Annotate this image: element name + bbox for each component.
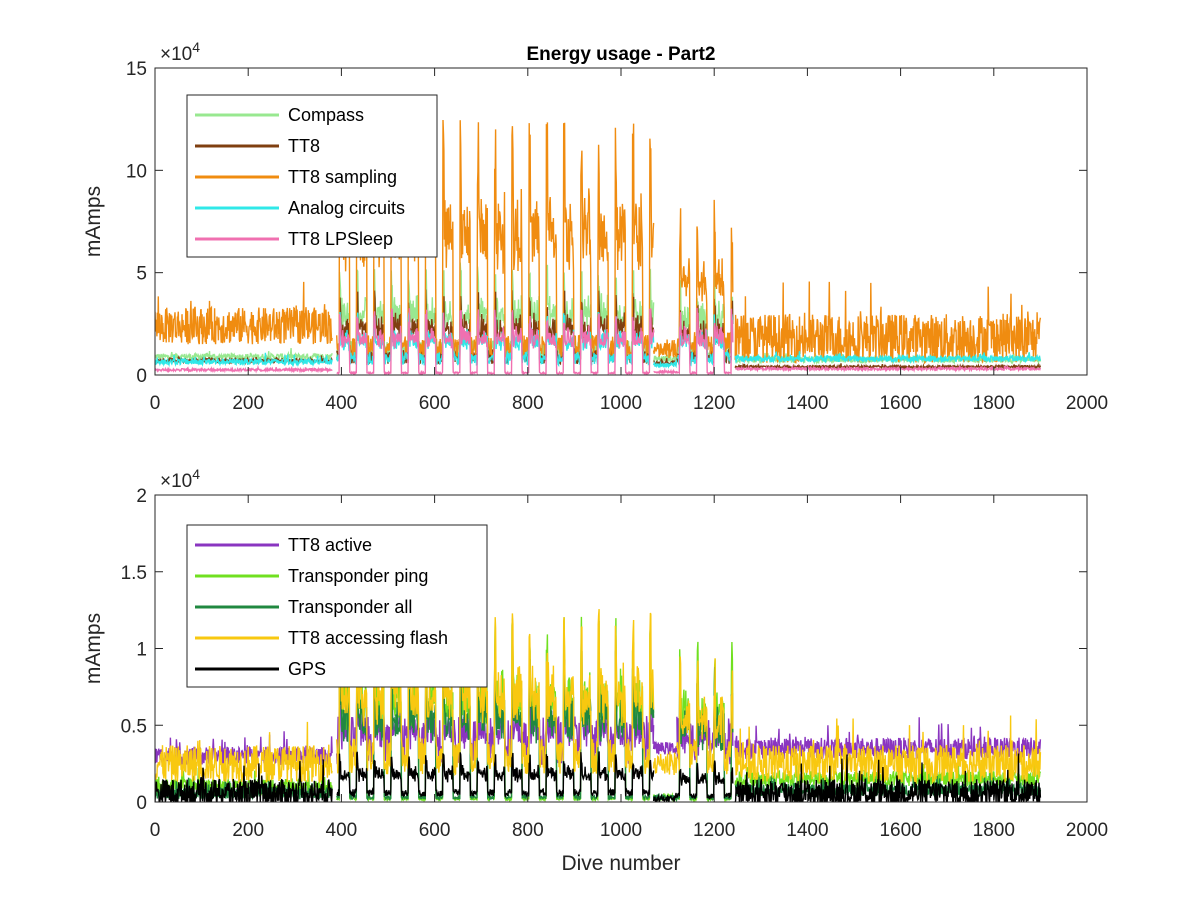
y-tick-label: 10 [126,161,147,182]
x-tick-label: 600 [419,820,451,841]
x-tick-label: 200 [232,820,264,841]
legend-entry: Analog circuits [288,198,405,218]
legend-entry: TT8 active [288,535,372,555]
legend-entry: TT8 accessing flash [288,628,448,648]
y-tick-label: 0 [136,793,147,814]
series-line-tt8-sampling [155,118,1042,365]
x-tick-label: 1200 [693,393,735,414]
x-tick-label: 1600 [879,820,921,841]
series-line-gps [155,751,1042,802]
x-tick-label: 1400 [786,393,828,414]
x-tick-label: 0 [150,820,161,841]
series-group [155,118,1042,375]
x-tick-label: 1600 [879,393,921,414]
y-tick-label: 1.5 [121,563,147,584]
x-tick-label: 1800 [973,820,1015,841]
legend-entry: TT8 LPSleep [288,229,393,249]
series-group [155,608,1042,802]
bottom-axes: 0 200 400 600 800 1000 1200 1400 1600 1800 2000 0 0.… [82,466,1108,875]
legend-entry: TT8 sampling [288,167,397,187]
x-tick-label: 1000 [600,820,642,841]
x-tick-label: 2000 [1066,820,1108,841]
x-tick-label: 800 [512,393,544,414]
x-tick-label: 400 [326,393,358,414]
y-tick-label: 15 [126,59,147,80]
x-tick-label: 1200 [693,820,735,841]
x-tick-label: 1000 [600,393,642,414]
x-tick-label: 1800 [973,393,1015,414]
legend-entry: Compass [288,105,364,125]
legend-entry: Transponder all [288,597,412,617]
x-tick-label: 400 [326,820,358,841]
y-axis-label: mAmps [82,186,105,257]
y-tick-label: 5 [136,264,147,285]
y-tick-label: 2 [136,486,147,507]
top-axes: 0 200 400 600 800 1000 1200 1400 1600 1800 2000 0 5 1… [82,39,1108,414]
x-tick-label: 600 [419,393,451,414]
legend-entry: TT8 [288,136,320,156]
y-tick-label: 1 [136,640,147,661]
x-tick-label: 1400 [786,820,828,841]
x-tick-label: 800 [512,820,544,841]
x-tick-label: 0 [150,393,161,414]
x-tick-label: 2000 [1066,393,1108,414]
y-exponent-label: ×104 [160,39,200,65]
legend: TT8 active Transponder ping Transponder al… [186,524,488,688]
series-line-compass [155,262,1042,366]
legend-entry: GPS [288,659,326,679]
y-axis-label: mAmps [82,613,105,684]
y-exponent-label: ×104 [160,466,200,492]
series-line-tt8 [155,289,1042,371]
legend-entry: Transponder ping [288,566,428,586]
legend: Compass TT8 TT8 sampling Analog circuits TT8… [186,94,438,258]
series-line-tt8-lpsleep [155,307,1042,375]
y-tick-label: 0.5 [121,716,147,737]
chart-title: Energy usage - Part2 [526,44,715,65]
x-tick-label: 200 [232,393,264,414]
x-axis-label: Dive number [561,852,680,875]
y-tick-label: 0 [136,366,147,387]
